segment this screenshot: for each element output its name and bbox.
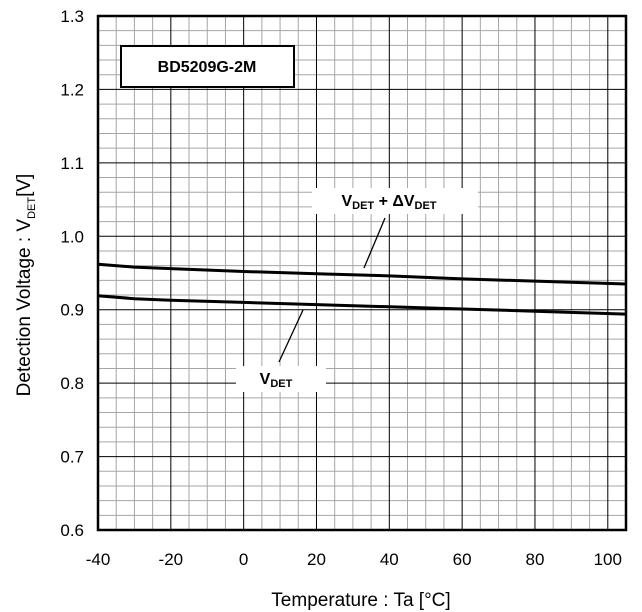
vdet-callout-label: VDET xyxy=(260,371,293,390)
vdet-plus-hysteresis-callout-label-part: DET xyxy=(415,200,437,212)
x-tick-label: 20 xyxy=(307,550,326,569)
vdet-callout-bg xyxy=(236,366,326,392)
vdet-plus-hysteresis-callout-label-part: V xyxy=(341,193,352,210)
y-tick-label: 1.1 xyxy=(60,154,84,173)
y-tick-labels: 0.6 0.7 0.8 0.9 1.0 1.1 1.2 1.3 xyxy=(60,7,84,540)
series-lines xyxy=(97,262,627,316)
x-tick-label: 100 xyxy=(594,550,622,569)
x-tick-labels: -40 -20 0 20 40 60 80 100 xyxy=(86,550,622,569)
x-tick-label: 80 xyxy=(526,550,545,569)
y-tick-label: 1.0 xyxy=(60,227,84,246)
vdet-plus-hysteresis-callout-label-part: DET xyxy=(352,200,374,212)
x-tick-label: 0 xyxy=(239,550,248,569)
y-axis-title-main: Detection Voltage : V xyxy=(14,219,35,397)
y-axis-title-unit: [V] xyxy=(14,174,35,197)
vdet-plus-hysteresis-callout-leader xyxy=(363,217,386,269)
vdet-plus-hysteresis-callout-bg xyxy=(312,188,478,214)
series-line-vdet xyxy=(97,294,627,316)
vdet-callout-label-part: DET xyxy=(270,378,292,390)
y-tick-label: 0.7 xyxy=(60,448,84,467)
series-line-vdet-plus-hysteresis xyxy=(97,262,627,286)
x-tick-label: -20 xyxy=(159,550,184,569)
x-tick-label: 40 xyxy=(380,550,399,569)
y-axis-title-sub: DET xyxy=(26,197,38,219)
y-tick-label: 1.3 xyxy=(60,7,84,26)
major-gridlines xyxy=(98,16,626,530)
vdet-callout-label-part: V xyxy=(260,371,271,388)
plot-frame xyxy=(96,14,628,532)
x-axis-title: Temperature : Ta [°C] xyxy=(271,590,450,611)
x-tick-label: -40 xyxy=(86,550,111,569)
y-tick-label: 1.2 xyxy=(60,80,84,99)
y-tick-label: 0.6 xyxy=(60,521,84,540)
y-axis-title: Detection Voltage : VDET[V] xyxy=(14,174,38,397)
vdet-plus-hysteresis-callout-label-part: + ΔV xyxy=(374,193,415,210)
y-tick-label: 0.8 xyxy=(60,374,84,393)
vdet-plus-hysteresis-callout-label: VDET + ΔVDET xyxy=(341,193,436,212)
y-tick-label: 0.9 xyxy=(60,301,84,320)
label-box xyxy=(120,45,295,88)
x-tick-label: 60 xyxy=(453,550,472,569)
label-box-text: BD5209G-2M xyxy=(158,59,257,76)
vdet-callout-leader xyxy=(278,309,304,363)
